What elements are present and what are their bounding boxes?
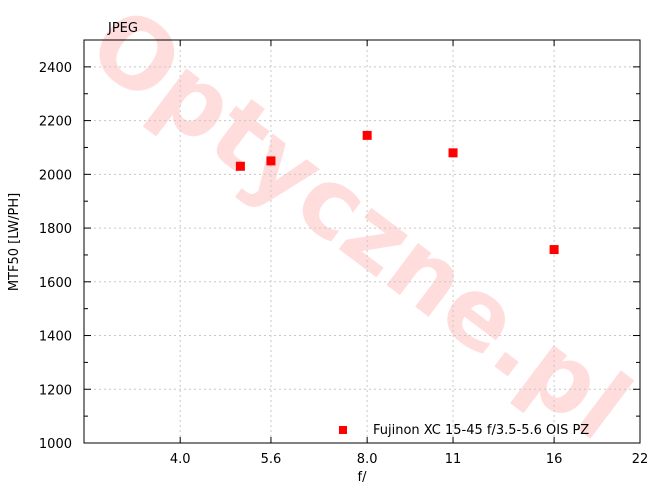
- legend-marker: [339, 426, 347, 434]
- data-point-0-0: [235, 161, 245, 171]
- y-tick-label: 2000: [39, 168, 72, 183]
- grid: [84, 40, 640, 443]
- x-tick-label: 8.0: [357, 452, 378, 467]
- x-axis-label: f/: [358, 470, 368, 485]
- y-tick-labels: 1000 1200 1400 1600 1800 2000 2200 2400: [39, 61, 72, 452]
- y-tick-label: 2400: [39, 61, 72, 76]
- x-tick-label: 11: [445, 452, 462, 467]
- legend-label: Fujinon XC 15-45 f/3.5-5.6 OIS PZ: [373, 423, 589, 438]
- y-tick-label: 2200: [39, 115, 72, 130]
- x-tick-label: 16: [546, 452, 563, 467]
- watermark-text: Optyczne.pl: [69, 0, 650, 462]
- y-tick-label: 1800: [39, 222, 72, 237]
- y-tick-label: 1000: [39, 437, 72, 452]
- plot-frame: [83, 39, 641, 444]
- data-point-0-2: [362, 130, 372, 140]
- watermark: Optyczne.pl: [69, 0, 650, 462]
- x-tick-label: 22: [632, 452, 649, 467]
- data-point-0-4: [549, 245, 559, 255]
- data-point-0-3: [448, 148, 458, 158]
- chart-title: JPEG: [107, 21, 138, 36]
- y-tick-label: 1400: [39, 330, 72, 345]
- x-tick-labels: 4.0 5.6 8.0 11 16 22: [170, 452, 648, 467]
- y-axis-label: MTF50 [LW/PH]: [7, 193, 22, 291]
- x-tick-label: 5.6: [261, 452, 282, 467]
- y-tick-label: 1600: [39, 276, 72, 291]
- data-point-0-1: [266, 156, 276, 166]
- x-tick-label: 4.0: [170, 452, 191, 467]
- data-points: [235, 130, 559, 255]
- legend: Fujinon XC 15-45 f/3.5-5.6 OIS PZ: [339, 423, 589, 438]
- y-tick-label: 1200: [39, 383, 72, 398]
